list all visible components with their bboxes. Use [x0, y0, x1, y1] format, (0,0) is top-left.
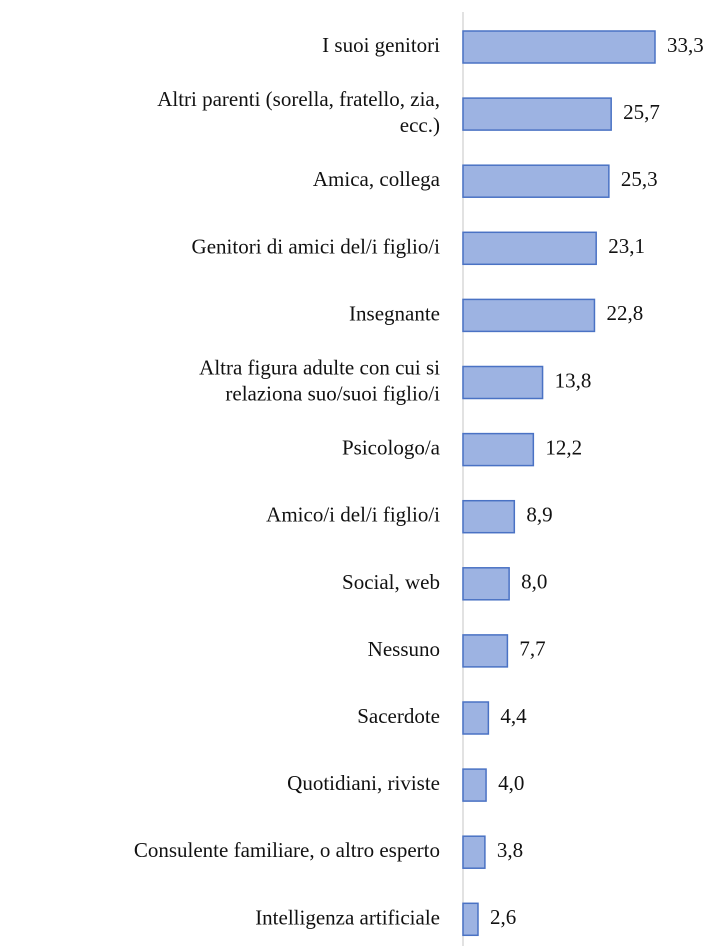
value-label: 25,3	[621, 167, 658, 191]
value-label: 7,7	[519, 637, 545, 661]
bar	[462, 164, 610, 198]
value-label: 4,4	[500, 704, 527, 728]
value-label: 25,7	[623, 100, 660, 124]
value-label: 33,3	[667, 33, 704, 57]
bar	[462, 768, 487, 802]
category-label-line: Nessuno	[368, 637, 440, 661]
category-label: Psicologo/a	[342, 435, 441, 459]
category-label-line: Genitori di amici del/i figlio/i	[192, 234, 441, 258]
category-label-line: Quotidiani, riviste	[287, 771, 440, 795]
category-label-line: Altra figura adulte con cui si	[199, 355, 440, 379]
bar	[462, 298, 596, 333]
category-label: I suoi genitori	[322, 33, 440, 57]
category-label-line: Consulente familiare, o altro esperto	[134, 838, 440, 862]
category-label: Consulente familiare, o altro esperto	[134, 838, 440, 862]
category-label-line: ecc.)	[400, 113, 440, 137]
category-label-line: Psicologo/a	[342, 435, 441, 459]
value-label: 8,9	[526, 503, 552, 527]
category-label: Quotidiani, riviste	[287, 771, 440, 795]
bar	[462, 365, 544, 400]
bar	[462, 432, 535, 467]
value-label: 12,2	[545, 435, 582, 459]
category-label-line: Amica, collega	[313, 167, 441, 191]
category-label-line: Sacerdote	[357, 704, 440, 728]
category-label-line: Amico/i del/i figlio/i	[266, 503, 440, 527]
category-label-line: Altri parenti (sorella, fratello, zia,	[157, 87, 440, 111]
category-label: Social, web	[342, 570, 440, 594]
category-label-line: relaziona suo/suoi figlio/i	[225, 381, 440, 405]
value-label: 4,0	[498, 771, 524, 795]
category-label-line: Social, web	[342, 570, 440, 594]
bar	[462, 634, 509, 668]
bar	[462, 835, 486, 869]
category-label-line: Insegnante	[349, 301, 440, 325]
value-label: 23,1	[608, 234, 645, 258]
bar	[462, 701, 490, 735]
bar	[462, 499, 516, 534]
category-label: Altra figura adulte con cui si relaziona …	[199, 355, 440, 405]
bar	[462, 97, 612, 131]
bar	[462, 231, 597, 266]
value-label: 13,8	[555, 368, 592, 392]
value-label: 3,8	[497, 838, 523, 862]
category-label: Insegnante	[349, 301, 440, 325]
category-label: Amica, collega	[313, 167, 441, 191]
category-label: Genitori di amici del/i figlio/i	[192, 234, 441, 258]
category-label-line: Intelligenza artificiale	[255, 905, 440, 929]
category-label: Nessuno	[368, 637, 440, 661]
category-label: Intelligenza artificiale	[255, 905, 440, 929]
category-label-line: I suoi genitori	[322, 33, 440, 57]
bar	[462, 902, 479, 937]
value-label: 8,0	[521, 570, 547, 594]
bar	[462, 30, 656, 64]
category-label: Sacerdote	[357, 704, 440, 728]
value-label: 2,6	[490, 905, 516, 929]
bar	[462, 567, 510, 601]
category-label: Amico/i del/i figlio/i	[266, 503, 440, 527]
value-label: 22,8	[606, 301, 643, 325]
category-label: Altri parenti (sorella, fratello, zia, ec…	[157, 87, 440, 137]
